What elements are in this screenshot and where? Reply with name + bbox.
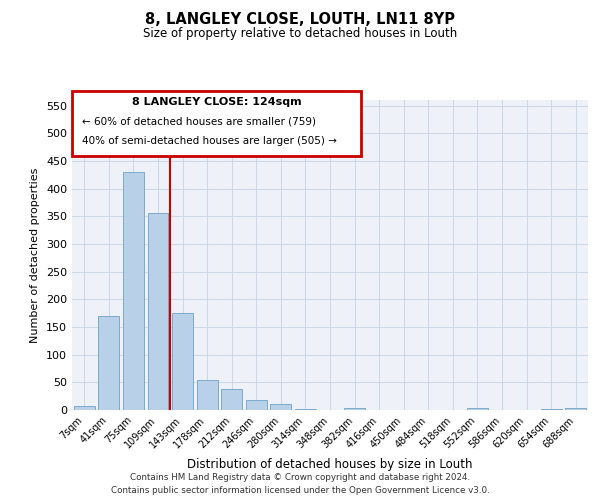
Bar	[98, 316, 119, 410]
Bar	[344, 408, 365, 410]
Text: 40% of semi-detached houses are larger (505) →: 40% of semi-detached houses are larger (…	[82, 136, 337, 145]
Text: Size of property relative to detached houses in Louth: Size of property relative to detached ho…	[143, 28, 457, 40]
Bar	[467, 408, 488, 410]
Bar	[565, 408, 586, 410]
Bar	[246, 400, 267, 410]
Bar	[123, 172, 144, 410]
Bar	[74, 406, 95, 410]
Bar	[271, 404, 292, 410]
Y-axis label: Number of detached properties: Number of detached properties	[31, 168, 40, 342]
Bar	[541, 409, 562, 410]
X-axis label: Distribution of detached houses by size in Louth: Distribution of detached houses by size …	[187, 458, 473, 471]
Text: 8 LANGLEY CLOSE: 124sqm: 8 LANGLEY CLOSE: 124sqm	[131, 97, 301, 107]
Bar	[148, 214, 169, 410]
Text: Contains HM Land Registry data © Crown copyright and database right 2024.
Contai: Contains HM Land Registry data © Crown c…	[110, 474, 490, 495]
FancyBboxPatch shape	[72, 90, 361, 156]
Text: ← 60% of detached houses are smaller (759): ← 60% of detached houses are smaller (75…	[82, 116, 316, 126]
Bar	[197, 380, 218, 410]
Bar	[172, 313, 193, 410]
Bar	[295, 409, 316, 410]
Text: 8, LANGLEY CLOSE, LOUTH, LN11 8YP: 8, LANGLEY CLOSE, LOUTH, LN11 8YP	[145, 12, 455, 28]
Bar	[221, 389, 242, 410]
